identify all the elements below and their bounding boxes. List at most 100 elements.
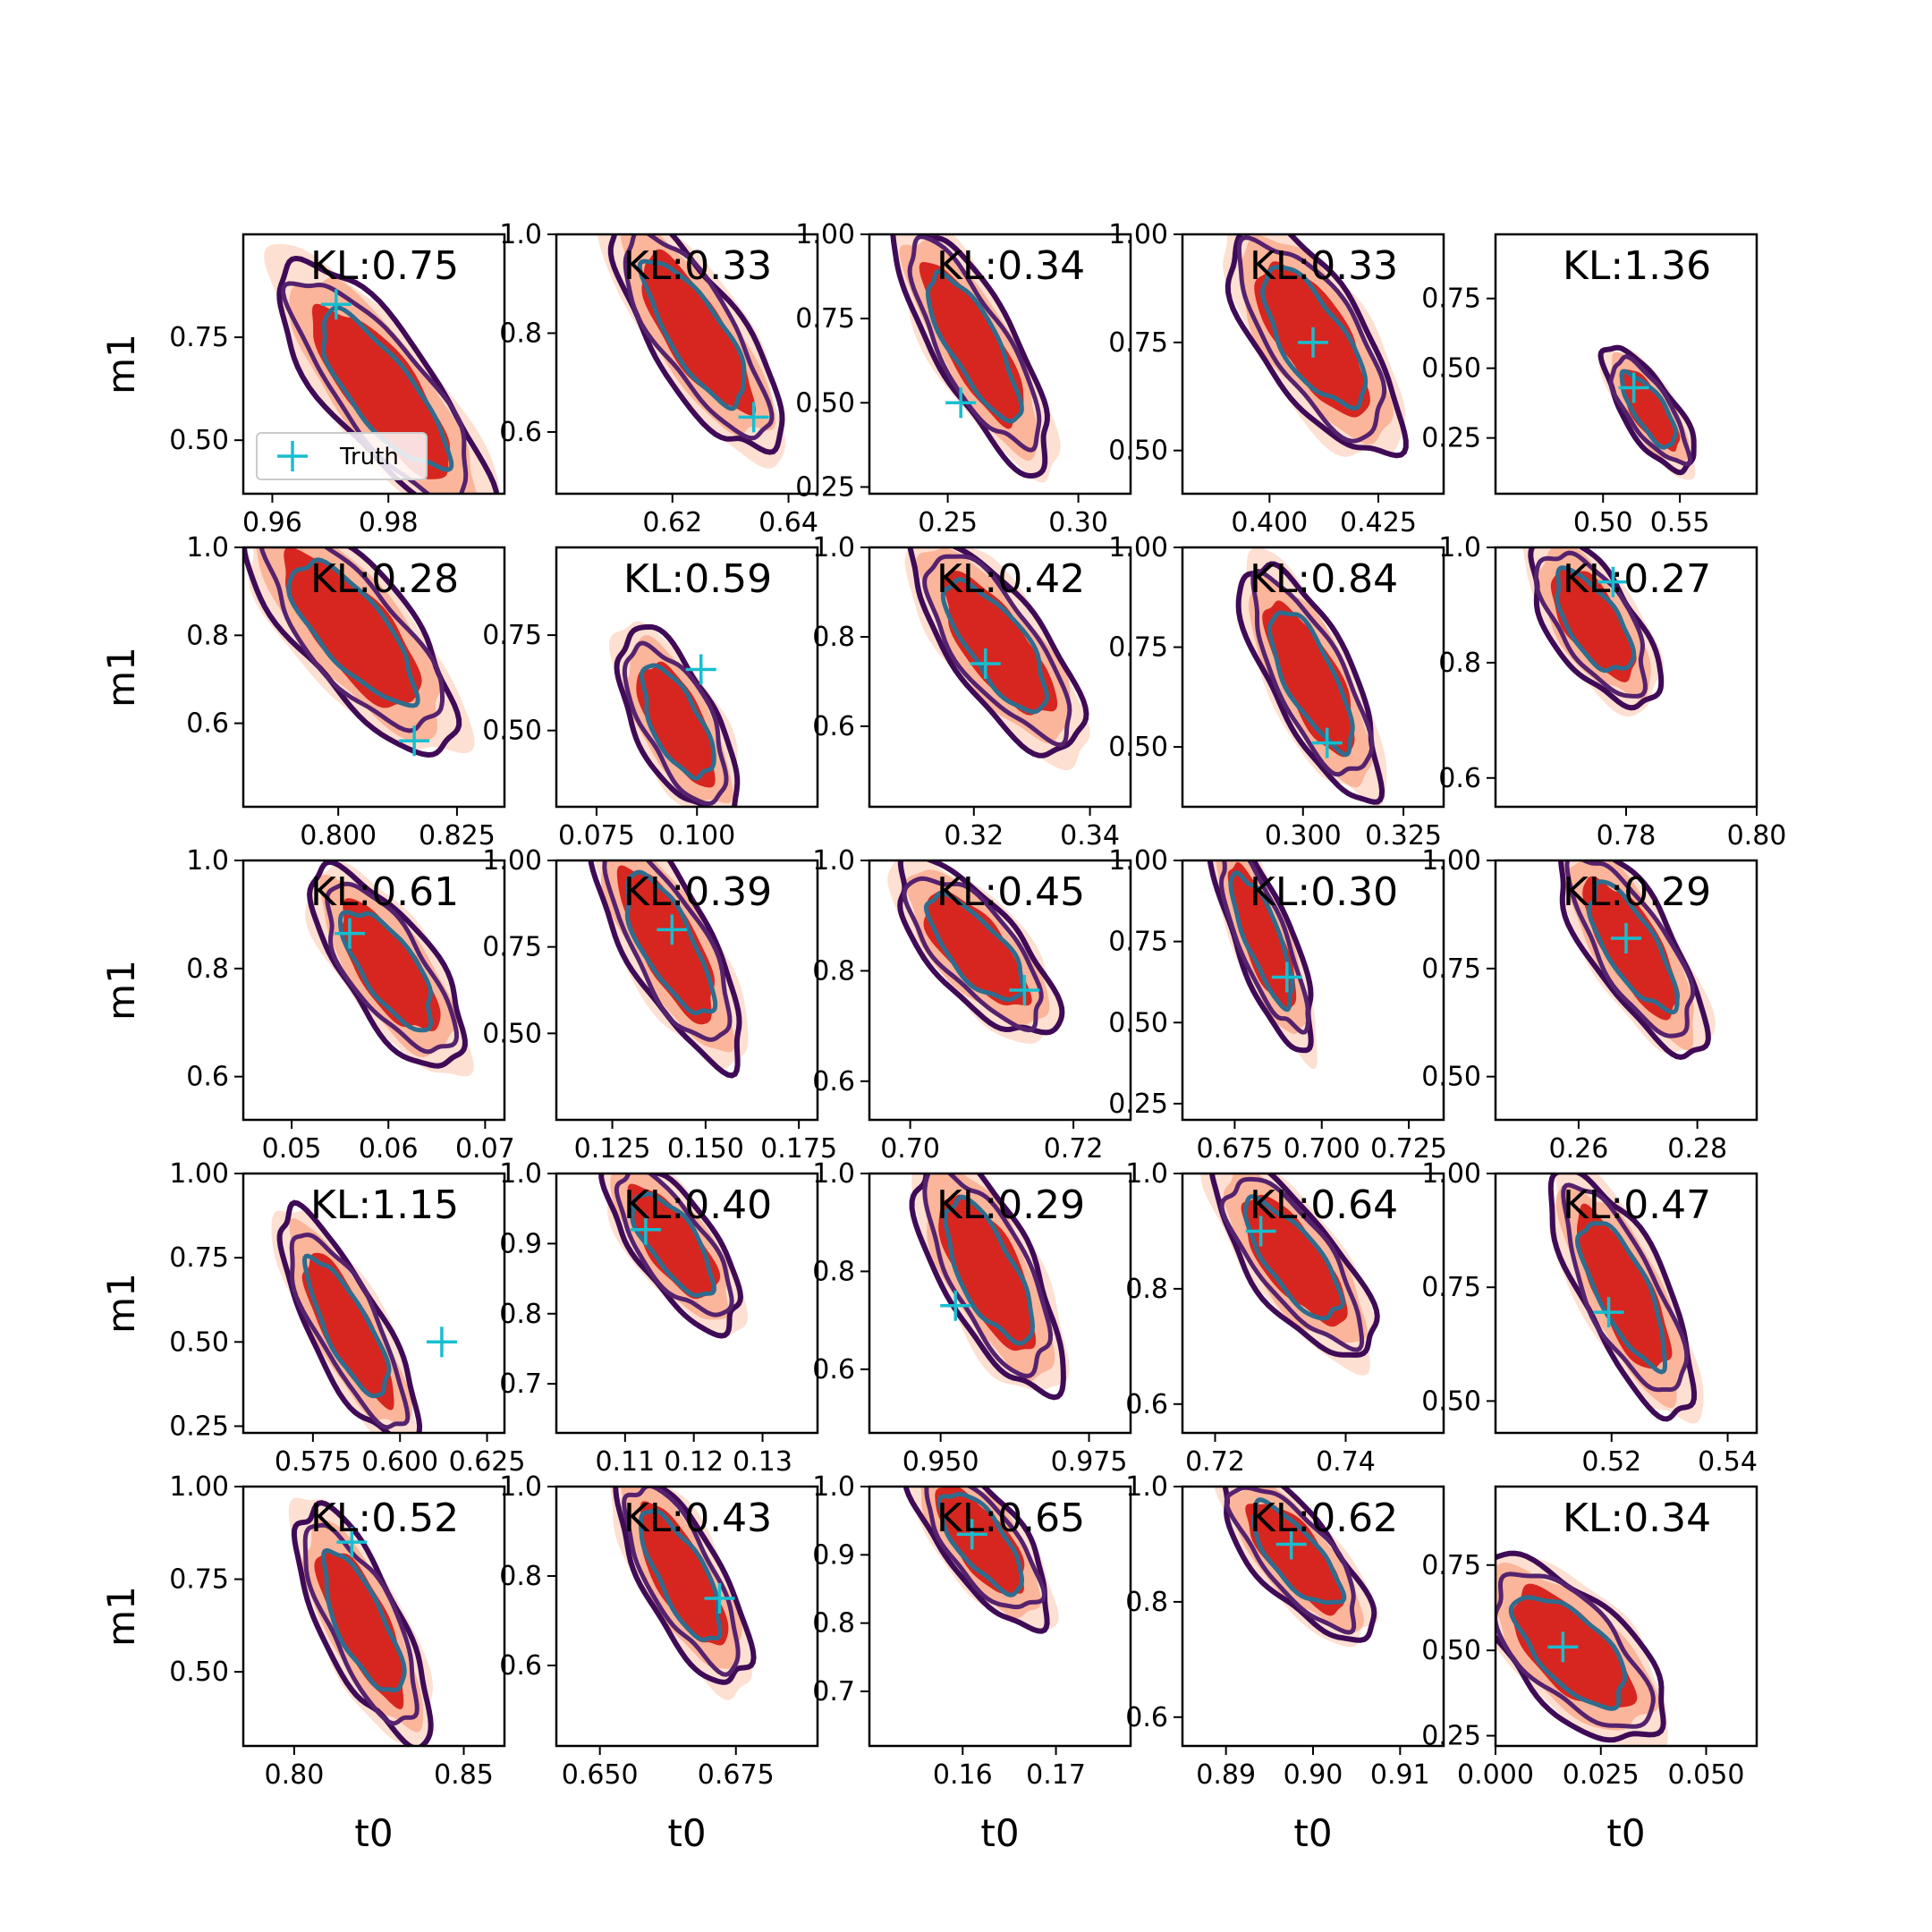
panel-11: 0.05 0.06 0.07 0.6 0.8 1.0 KL:0.61 m1 [99,845,515,1165]
y-tick-label: 0.8 [1125,1587,1168,1618]
y-tick-label: 0.6 [499,1650,542,1682]
axes-frame [868,546,1132,809]
contour-line-inner [1267,610,1355,758]
truth-marker [945,387,977,419]
axes-frame [242,546,506,809]
x-axis-title: t0 [354,1811,393,1855]
contour-line-outer [1558,860,1711,1061]
y-tick-label: 1.0 [1125,1158,1168,1190]
contour-line-inner [301,1253,392,1399]
density-fill-inner [919,261,1024,429]
y-tick-label: 0.50 [1108,1007,1168,1038]
contour-line-mid [1561,1182,1690,1393]
contour-line-mid [1236,234,1387,444]
axes-frame [868,1485,1132,1748]
y-tick-label: 0.75 [1421,284,1481,315]
kl-label: KL:0.43 [623,1496,772,1541]
x-tick-label: 0.600 [361,1446,438,1478]
contour-line-outer [1597,344,1697,476]
x-tick-label: 0.425 [1340,507,1417,538]
x-tick-label: 0.650 [562,1759,639,1791]
y-tick-label: 1.0 [812,845,855,877]
truth-marker [685,654,716,685]
y-axis-title: m1 [99,1273,143,1334]
y-tick-label: 0.8 [186,620,229,651]
density-fill-inner [935,1487,1025,1595]
y-tick-label: 1.0 [812,1158,855,1190]
contour-line-outer [276,1199,423,1433]
y-tick-label: 0.6 [812,1066,855,1097]
contour-line-inner [936,1491,1024,1597]
y-tick-label: 1.00 [1108,532,1168,564]
truth-marker [956,1519,987,1550]
y-tick-label: 0.25 [1421,423,1481,454]
panel-18: 0.950 0.975 0.6 0.8 1.0 KL:0.29 [812,1158,1132,1478]
kl-label: KL:0.33 [1250,243,1398,289]
plot-area [305,860,474,1077]
truth-marker [630,1214,661,1245]
y-tick-label: 1.0 [499,1158,542,1190]
truth-marker [1009,975,1040,1005]
kl-label: KL:0.61 [310,869,459,915]
kl-label: KL:0.45 [936,869,1085,915]
axes-frame [1494,859,1758,1122]
axes-frame [242,1172,506,1435]
y-tick-label: 0.50 [482,716,542,747]
y-tick-label: 0.75 [169,1564,229,1596]
contour-line-inner [1228,870,1295,1013]
x-tick-label: 0.72 [1185,1446,1245,1478]
panel-7: 0.075 0.100 0.50 0.75 KL:0.59 [482,546,819,852]
x-tick-label: 0.55 [1650,507,1710,538]
x-tick-label: 0.125 [574,1133,651,1165]
panel-1: 0.96 0.98 0.50 0.75 KL:0.75 m1 Truth [99,233,506,538]
x-tick-label: 0.98 [359,507,419,538]
x-tick-label: 0.17 [1026,1759,1086,1791]
y-tick-label: 0.75 [169,1242,229,1274]
x-tick-label: 0.11 [595,1446,655,1478]
y-axis-title: m1 [99,1586,143,1647]
x-tick-label: 0.025 [1563,1759,1640,1791]
contour-line-outer [897,860,1065,1036]
y-tick-label: 1.00 [1421,845,1481,877]
legend: Truth [256,432,428,480]
contour-line-inner [1242,1194,1345,1321]
contour-line-outer [588,860,742,1079]
contour-line-mid [325,881,460,1055]
y-tick-label: 0.6 [812,1354,855,1385]
contour-line-mid [622,640,729,807]
x-tick-label: 0.12 [664,1446,724,1478]
panel-15: 0.26 0.28 0.50 0.75 1.00 KL:0.29 [1421,845,1758,1165]
plot-area [909,1174,1070,1401]
density-fill-inner [616,865,715,1025]
x-tick-label: 0.150 [667,1133,744,1165]
x-tick-label: 0.325 [1365,820,1442,852]
x-tick-label: 0.85 [434,1759,494,1791]
y-tick-label: 0.9 [812,1539,855,1571]
x-tick-label: 0.675 [1196,1133,1273,1165]
contour-line-inner [940,577,1050,715]
x-tick-label: 0.175 [760,1133,837,1165]
x-tick-label: 0.825 [419,820,496,852]
contour-line-mid [1564,860,1696,1038]
y-tick-label: 0.50 [169,1326,229,1358]
density-fill-inner [627,1183,721,1300]
y-tick-label: 0.25 [1421,1721,1481,1752]
y-tick-label: 0.8 [812,1608,855,1640]
kl-label: KL:0.29 [1563,869,1711,915]
axes-frame [1494,233,1758,496]
axes-frame [1181,859,1445,1122]
contour-line-inner [639,1508,723,1642]
density-fill-inner [1262,600,1355,758]
plot-area [243,547,475,758]
y-tick-label: 0.25 [795,471,855,503]
panel-14: 0.675 0.700 0.725 0.25 0.50 0.75 1.00 KL:0.30 [1108,845,1447,1165]
axes-frame [868,233,1132,496]
x-tick-label: 0.72 [1044,1133,1104,1165]
axes-frame [555,1485,819,1748]
truth-marker [1597,566,1629,597]
contour-line-mid [1250,569,1375,777]
y-axis-title: m1 [99,647,143,708]
x-tick-label: 0.89 [1196,1759,1256,1791]
y-tick-label: 0.75 [169,322,229,353]
